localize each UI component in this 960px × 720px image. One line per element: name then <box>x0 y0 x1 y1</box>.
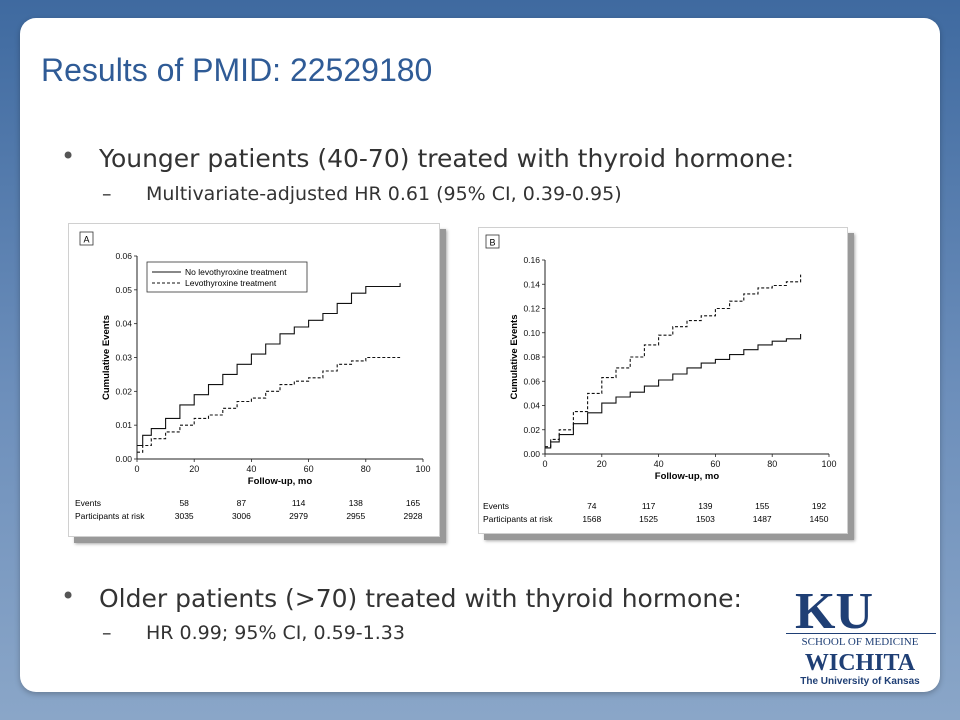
legend-label: Levothyroxine treatment <box>185 278 277 288</box>
x-tick-label: 100 <box>415 464 430 474</box>
y-tick-label: 0.04 <box>115 319 132 329</box>
logo-school-text: SCHOOL OF MEDICINE <box>802 636 919 648</box>
x-tick-label: 100 <box>821 459 836 469</box>
x-tick-label: 20 <box>597 459 607 469</box>
series-line-no-levothyroxine <box>545 334 802 449</box>
events-cell: 138 <box>349 498 363 508</box>
logo-wichita-text: WICHITA <box>805 650 916 676</box>
y-tick-label: 0.01 <box>115 420 132 430</box>
legend-box <box>146 261 308 293</box>
bullet-text: Older patients (>70) treated with thyroi… <box>99 584 742 613</box>
ku-school-of-medicine-logo: KU SCHOOL OF MEDICINE WICHITA The Univer… <box>772 578 942 688</box>
sub-bullet-text: HR 0.99; 95% CI, 0.59-1.33 <box>146 622 405 644</box>
chart-a-svg: A 0.00 0.01 0.02 0.03 0.04 0.05 0.06 0 20 40 60 80 10… <box>75 231 431 521</box>
bullet-older: • Older patients (>70) treated with thyr… <box>61 582 742 613</box>
series-line-no-levothyroxine <box>137 283 401 447</box>
at-risk-cell: 1503 <box>696 514 715 524</box>
x-tick-label: 80 <box>361 464 371 474</box>
events-cell: 155 <box>755 501 769 511</box>
x-axis-label: Follow-up, mo <box>655 471 720 482</box>
sub-bullet-older: – HR 0.99; 95% CI, 0.59-1.33 <box>102 622 405 644</box>
y-tick-label: 0.04 <box>523 401 540 411</box>
x-tick-label: 80 <box>767 459 777 469</box>
y-tick-label: 0.02 <box>523 425 540 435</box>
logo-university-text: The University of Kansas <box>800 676 920 687</box>
x-tick-label: 20 <box>189 464 199 474</box>
panel-label: B <box>489 238 495 248</box>
ku-logo-mark: KU <box>795 583 873 640</box>
events-cell: 58 <box>179 498 189 508</box>
events-cell: 165 <box>406 498 420 508</box>
panel-label-box <box>485 234 500 249</box>
y-tick-label: 0.03 <box>115 353 132 363</box>
y-tick-label: 0.10 <box>523 328 540 338</box>
y-tick-label: 0.05 <box>115 285 132 295</box>
table-row-label: Participants at risk <box>75 511 145 521</box>
at-risk-cell: 3006 <box>232 511 251 521</box>
at-risk-cell: 1487 <box>753 514 772 524</box>
events-cell: 117 <box>642 501 656 511</box>
events-cell: 74 <box>587 501 597 511</box>
events-cell: 139 <box>698 501 712 511</box>
sub-dash: – <box>102 183 112 205</box>
y-axis-label: Cumulative Events <box>509 315 520 400</box>
x-tick-label: 40 <box>246 464 256 474</box>
at-risk-cell: 1450 <box>810 514 829 524</box>
series-line-levothyroxine <box>545 274 802 448</box>
at-risk-cell: 1568 <box>582 514 601 524</box>
events-cell: 192 <box>812 501 826 511</box>
y-tick-label: 0.12 <box>523 304 540 314</box>
sub-bullet-text: Multivariate-adjusted HR 0.61 (95% CI, 0… <box>146 183 622 205</box>
y-tick-label: 0.06 <box>115 251 132 261</box>
x-tick-label: 60 <box>710 459 720 469</box>
y-tick-label: 0.08 <box>523 352 540 362</box>
x-tick-label: 0 <box>134 464 139 474</box>
slide-title: Results of PMID: 22529180 <box>41 52 433 88</box>
panel-label: A <box>83 235 89 245</box>
chart-b-svg: B 0.00 0.02 0.04 0.06 0.08 0.10 0.12 0.14 0.16 0 20… <box>483 234 837 524</box>
bullet-dot: • <box>61 582 76 610</box>
bullet-dot: • <box>61 142 76 170</box>
at-risk-cell: 1525 <box>639 514 658 524</box>
y-tick-label: 0.06 <box>523 376 540 386</box>
x-tick-label: 0 <box>542 459 547 469</box>
series-line-levothyroxine <box>137 356 401 453</box>
y-tick-label: 0.14 <box>523 279 540 289</box>
y-tick-label: 0.16 <box>523 255 540 265</box>
chart-panel-b: B 0.00 0.02 0.04 0.06 0.08 0.10 0.12 0.14 0.16 0 20… <box>478 227 848 534</box>
sub-bullet-younger: – Multivariate-adjusted HR 0.61 (95% CI,… <box>102 183 622 205</box>
events-cell: 87 <box>237 498 247 508</box>
panel-label-box <box>79 231 94 246</box>
sub-dash: – <box>102 622 112 644</box>
table-row-label: Participants at risk <box>483 514 553 524</box>
x-tick-label: 60 <box>304 464 314 474</box>
chart-panel-a: A 0.00 0.01 0.02 0.03 0.04 0.05 0.06 0 20 40 60 80 10… <box>68 223 440 537</box>
at-risk-cell: 2955 <box>346 511 365 521</box>
x-axis-label: Follow-up, mo <box>248 476 313 487</box>
table-row-label: Events <box>483 501 509 511</box>
at-risk-cell: 2979 <box>289 511 308 521</box>
events-cell: 114 <box>292 498 306 508</box>
x-tick-label: 40 <box>654 459 664 469</box>
at-risk-cell: 3035 <box>175 511 194 521</box>
legend-label: No levothyroxine treatment <box>185 267 287 277</box>
y-tick-label: 0.02 <box>115 386 132 396</box>
logo-rule <box>786 633 936 634</box>
table-row-label: Events <box>75 498 101 508</box>
y-tick-label: 0.00 <box>115 454 132 464</box>
y-tick-label: 0.00 <box>523 449 540 459</box>
at-risk-cell: 2928 <box>404 511 423 521</box>
bullet-younger: • Younger patients (40-70) treated with … <box>61 142 795 173</box>
y-axis-label: Cumulative Events <box>101 315 112 400</box>
bullet-text: Younger patients (40-70) treated with th… <box>99 144 795 173</box>
